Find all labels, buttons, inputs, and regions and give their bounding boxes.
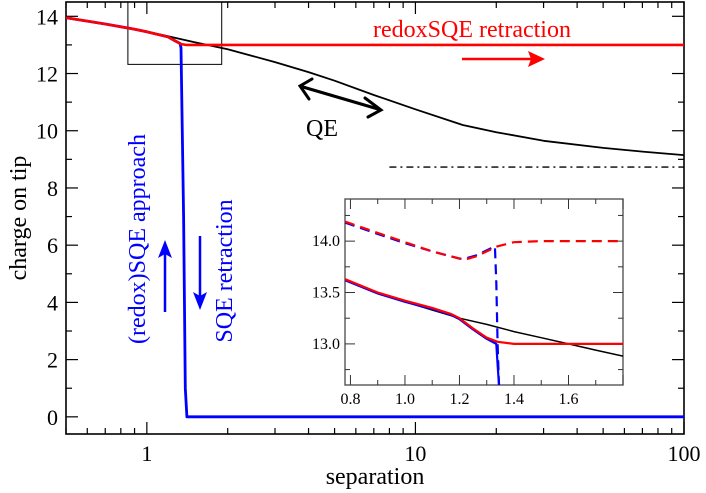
inset-axis-tick-labels: 0.8 1.0 1.2 1.4 1.6 13.0 13.5 14.0 bbox=[312, 233, 578, 408]
x-tick-label: 1 bbox=[141, 441, 152, 466]
inset-y-tick-label: 14.0 bbox=[312, 233, 340, 250]
inset-x-tick-label: 1.0 bbox=[395, 391, 415, 408]
x-axis-label: separation bbox=[326, 464, 425, 490]
arrow-up-icon bbox=[158, 240, 172, 312]
y-tick-label: 0 bbox=[47, 405, 58, 430]
main-series bbox=[66, 16, 684, 419]
series-redoxsqe-retraction bbox=[66, 16, 684, 47]
main-axis-tick-labels: 1 10 100 0 2 4 6 8 10 12 14 bbox=[36, 4, 701, 466]
annotation-qe: QE bbox=[306, 116, 338, 142]
y-tick-label: 12 bbox=[36, 62, 58, 87]
inset-x-tick-label: 1.4 bbox=[504, 391, 524, 408]
annotation-redox-retraction: redoxSQE retraction bbox=[373, 17, 571, 43]
x-tick-label: 10 bbox=[404, 441, 426, 466]
inset-series bbox=[345, 220, 623, 385]
main-plot-frame bbox=[65, 1, 685, 435]
x-tick-label: 100 bbox=[668, 441, 701, 466]
inset-x-tick-label: 1.2 bbox=[449, 391, 469, 408]
y-tick-label: 6 bbox=[47, 233, 58, 258]
y-tick-label: 10 bbox=[36, 119, 58, 144]
inset-x-tick-label: 1.6 bbox=[558, 391, 578, 408]
annotation-sqe-retraction: SQE retraction bbox=[212, 199, 238, 342]
series-redoxsqe-retraction-dashed bbox=[345, 220, 623, 261]
annotation-approach: (redox)SQE approach bbox=[125, 134, 151, 344]
inset-x-tick-label: 0.8 bbox=[340, 391, 360, 408]
series-redoxsqe-retraction bbox=[345, 278, 623, 345]
inset-plot-frame bbox=[344, 198, 624, 386]
y-axis-label: charge on tip bbox=[6, 156, 32, 281]
inset-y-tick-label: 13.0 bbox=[312, 336, 340, 353]
y-tick-label: 14 bbox=[36, 4, 58, 29]
arrow-right-icon bbox=[462, 51, 545, 67]
y-tick-label: 4 bbox=[47, 290, 58, 315]
y-tick-label: 2 bbox=[47, 348, 58, 373]
y-tick-label: 8 bbox=[47, 176, 58, 201]
zoom-region-box bbox=[127, 1, 223, 65]
arrow-down-icon bbox=[193, 236, 207, 310]
inset-y-tick-label: 13.5 bbox=[312, 285, 340, 302]
double-arrow-icon bbox=[297, 77, 384, 119]
